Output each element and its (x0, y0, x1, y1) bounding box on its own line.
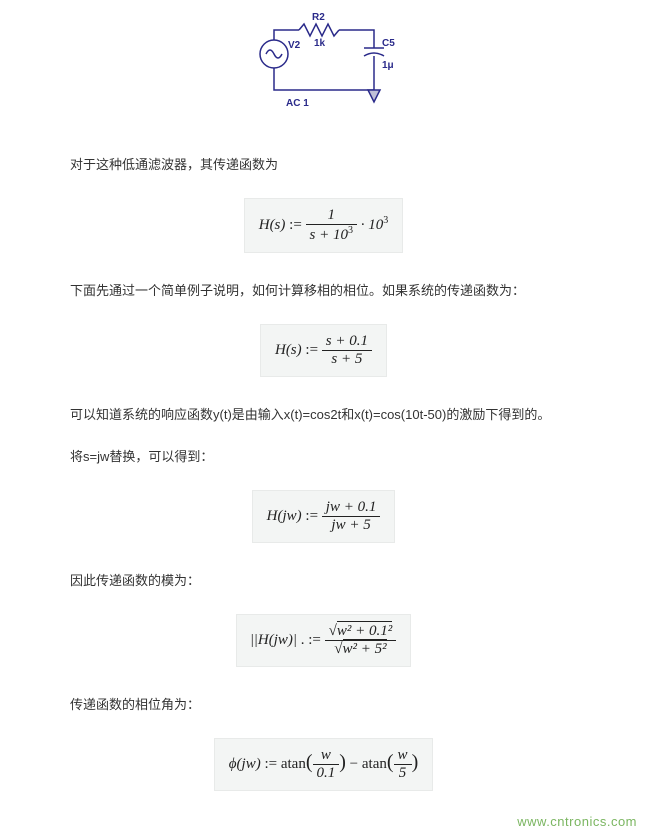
equation-3-holder: H(jw) := jw + 0.1 jw + 5 (70, 490, 577, 543)
paragraph-4: 将s=jw替换，可以得到： (70, 447, 577, 468)
eq2-num: s + 0.1 (322, 333, 372, 350)
eq4-num-arg: w² + 0.1² (337, 621, 392, 639)
eq3-lhs: H(jw) (267, 508, 302, 524)
eq5-lhs: ϕ(jw) (229, 756, 261, 772)
eq1-num: 1 (306, 207, 357, 224)
eq2-lhs: H(s) (275, 342, 302, 358)
paragraph-2: 下面先通过一个简单例子说明，如何计算移相的相位。如果系统的传递函数为： (70, 281, 577, 302)
article-page: R2 1k C5 1μ V2 AC 1 对于这种低通滤波器，其传递函数为 H(s… (0, 0, 647, 839)
eq3-den: jw + 5 (322, 516, 381, 534)
eq4-den-arg: w² + 5² (343, 639, 387, 657)
eq5-fn-1: atan (281, 756, 306, 772)
label-ac: AC 1 (286, 98, 309, 109)
label-c5: C5 (382, 38, 395, 49)
eq5-minus: − (350, 756, 358, 772)
watermark: www.cntronics.com (517, 814, 637, 829)
circuit-svg: R2 1k C5 1μ V2 AC 1 (244, 10, 404, 120)
equation-4: ||H(jw)| . := √w² + 0.1² √w² + 5² (236, 614, 412, 667)
equation-4-holder: ||H(jw)| . := √w² + 0.1² √w² + 5² (70, 614, 577, 667)
paragraph-3: 可以知道系统的响应函数y(t)是由输入x(t)=cos2t和x(t)=cos(1… (70, 405, 577, 426)
label-c5-val: 1μ (382, 60, 394, 71)
label-v2: V2 (288, 40, 301, 51)
eq2-den: s + 5 (322, 350, 372, 368)
equation-2-holder: H(s) := s + 0.1 s + 5 (70, 324, 577, 377)
eq1-den: s + 10 (310, 227, 348, 243)
eq3-num: jw + 0.1 (322, 499, 381, 516)
eq1-lhs: H(s) (259, 217, 286, 233)
equation-5: ϕ(jw) := atan( w 0.1 ) − atan( w 5 ) (214, 738, 433, 791)
paragraph-1: 对于这种低通滤波器，其传递函数为 (70, 155, 577, 176)
label-r2-val: 1k (314, 38, 326, 49)
eq1-tail: · 10 (361, 217, 384, 233)
eq5-a2d: 5 (394, 764, 412, 782)
equation-3: H(jw) := jw + 0.1 jw + 5 (252, 490, 396, 543)
equation-2: H(s) := s + 0.1 s + 5 (260, 324, 387, 377)
eq1-den-exp: 3 (348, 225, 353, 236)
eq1-tail-exp: 3 (383, 215, 388, 226)
equation-1: H(s) := 1 s + 103 · 103 (244, 198, 404, 253)
rc-lowpass-circuit: R2 1k C5 1μ V2 AC 1 (244, 10, 404, 125)
eq4-assign: . := (297, 632, 321, 648)
equation-5-holder: ϕ(jw) := atan( w 0.1 ) − atan( w 5 ) (70, 738, 577, 791)
eq5-a1n: w (313, 747, 340, 764)
label-r2: R2 (312, 12, 325, 23)
eq5-fn-2: atan (362, 756, 387, 772)
equation-1-holder: H(s) := 1 s + 103 · 103 (70, 198, 577, 253)
paragraph-5: 因此传递函数的模为： (70, 571, 577, 592)
circuit-diagram-container: R2 1k C5 1μ V2 AC 1 (70, 10, 577, 125)
eq5-a2n: w (394, 747, 412, 764)
eq5-a1d: 0.1 (313, 764, 340, 782)
eq4-lhs: |H(jw)| (254, 632, 297, 648)
paragraph-6: 传递函数的相位角为： (70, 695, 577, 716)
